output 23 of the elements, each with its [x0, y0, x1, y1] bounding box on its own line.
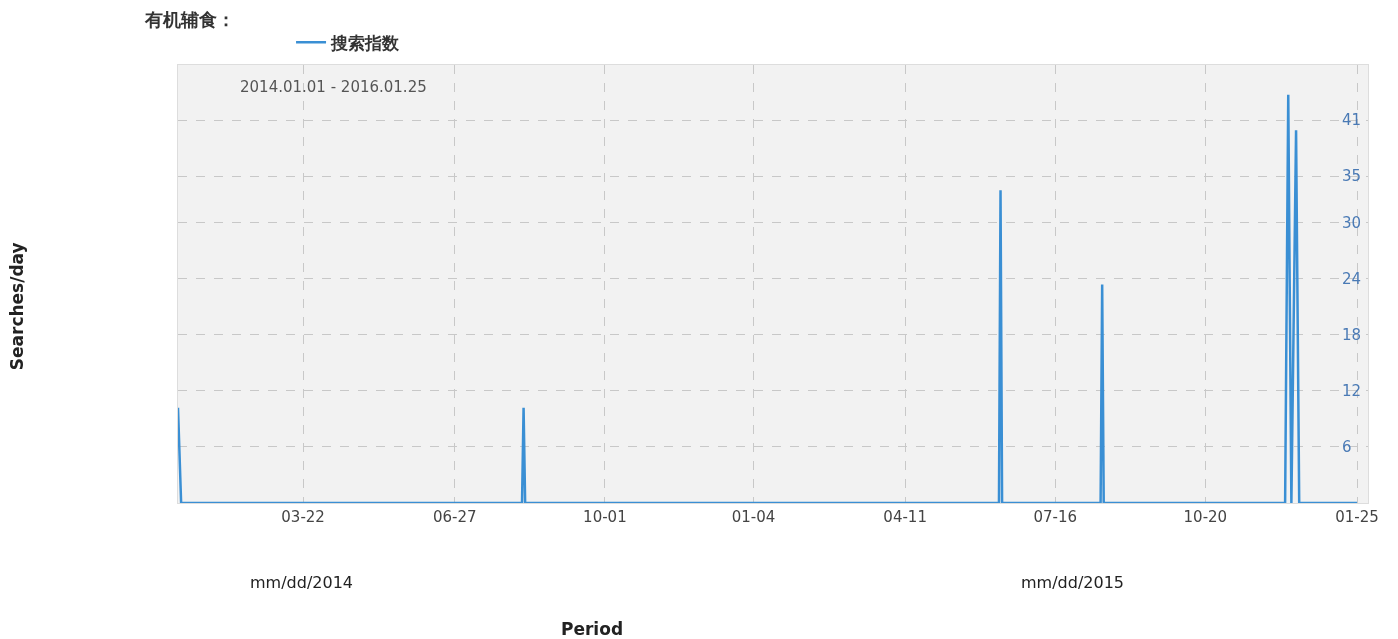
y-tick-label: 35: [1342, 167, 1362, 186]
y-tick-label: 18: [1342, 326, 1362, 345]
y-tick-label: 24: [1342, 270, 1362, 289]
x-tick-label: 06-27: [432, 508, 477, 526]
annotation: 2014.01.01 - 2016.01.25: [240, 78, 427, 96]
text: mm/dd/2014: [250, 573, 353, 592]
legend-label: 搜索指数: [330, 32, 401, 53]
y-tick-label: 12: [1342, 382, 1362, 401]
text: mm/dd/2015: [1021, 573, 1124, 592]
y-tick-label: 30: [1342, 214, 1362, 233]
x-tick-label: 10-01: [583, 508, 627, 526]
text: Searches/day: [7, 242, 28, 371]
x-tick-label: 07-16: [1033, 508, 1078, 526]
text: Period: [561, 619, 624, 639]
line-series: [178, 93, 1359, 503]
x-tick-label: 01-04: [731, 508, 776, 526]
x-tick-label: 10-20: [1183, 508, 1228, 526]
x-tick-label: 01-25: [1335, 508, 1379, 526]
y-tick-label: 41: [1342, 111, 1362, 130]
x-tick-label: 04-11: [883, 508, 927, 526]
x-tick-label: 03-22: [281, 508, 325, 526]
chart-title: 有机辅食：: [144, 9, 235, 31]
y-tick-label: 6: [1342, 438, 1352, 457]
